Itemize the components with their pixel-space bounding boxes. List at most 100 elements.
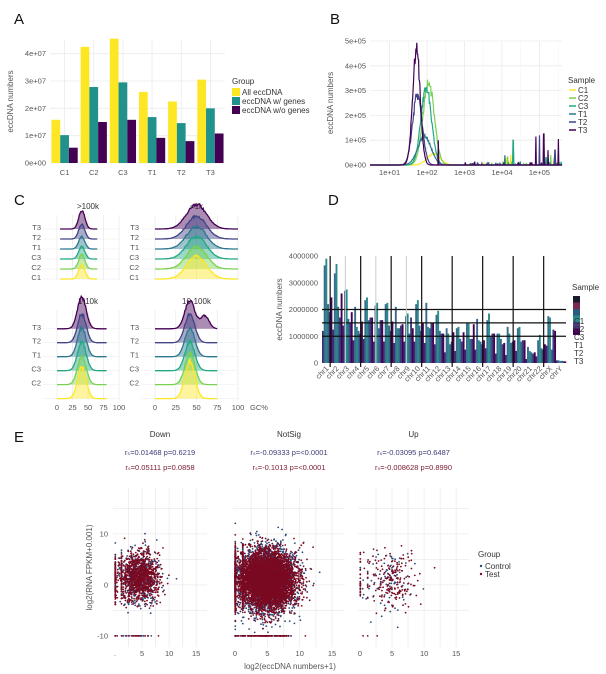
point-control (288, 620, 291, 622)
point-test (143, 571, 146, 574)
legend-key (573, 296, 580, 303)
bar-chr8-T3 (401, 324, 404, 363)
point-control (302, 572, 305, 574)
point-control (264, 615, 267, 618)
ridge-label: C2 (31, 379, 41, 388)
point-control (279, 625, 281, 628)
ridge-line-T3 (57, 294, 107, 330)
ridge-label: C2 (129, 263, 139, 272)
point-control (297, 549, 300, 552)
point-test (139, 566, 142, 569)
point-test (131, 581, 134, 584)
point-control (154, 601, 157, 603)
point-test (129, 573, 131, 576)
point-control (257, 534, 260, 536)
x-tick-label: 15 (328, 649, 336, 658)
point-test (277, 608, 280, 611)
point-test (116, 596, 119, 599)
ridge-label: T3 (32, 223, 41, 232)
point-control (134, 544, 137, 547)
point-test (118, 572, 121, 575)
point-test (166, 582, 169, 585)
point-test (128, 555, 131, 558)
point-test (156, 594, 159, 596)
x-tick-label: 1e+02 (417, 168, 438, 177)
point-test (134, 569, 137, 572)
y-tick-label: 3e+07 (25, 77, 46, 86)
point-control (175, 577, 178, 580)
point-test (133, 593, 136, 596)
point-test (147, 577, 150, 580)
ridge-fill-C2 (57, 354, 107, 385)
point-test (162, 584, 165, 587)
point-test (127, 570, 130, 572)
ridge-fill-C1 (155, 359, 218, 399)
point-control (142, 557, 144, 559)
series-line-T2 (370, 92, 562, 166)
y-tick-label: 0e+00 (25, 159, 46, 168)
point-test (148, 570, 150, 573)
point-test (138, 556, 141, 558)
point-control (312, 582, 315, 585)
point-test (160, 581, 163, 584)
y-tick-label: 1e+07 (25, 131, 46, 140)
bar-chrY-C1 (555, 360, 558, 363)
legend-label: T2 (578, 118, 588, 127)
point-test (120, 590, 123, 593)
panel-label-c: C (14, 192, 25, 209)
bar-chr17-C2 (486, 320, 489, 363)
point-test (114, 603, 117, 606)
y-axis-title: eccDNA numbers (326, 72, 335, 134)
point-control (253, 631, 256, 634)
legend-label: C2 (578, 94, 589, 103)
ridge-label: C3 (31, 253, 41, 262)
point-test (132, 553, 135, 556)
point-test (116, 581, 118, 584)
bar-chr12-T2 (440, 333, 443, 363)
point-control (282, 550, 285, 553)
point-control (138, 603, 140, 605)
point-test (139, 582, 142, 584)
legend-key (573, 302, 580, 309)
ridge-label: T1 (32, 243, 41, 252)
point-test (151, 565, 154, 568)
bar-chr21-C2 (527, 346, 529, 363)
point-test (114, 601, 117, 603)
point-test (133, 597, 136, 600)
x-tick-label: 100 (113, 403, 126, 412)
point-control (158, 566, 161, 568)
point-control (114, 542, 117, 544)
y-tick-label: -10 (97, 631, 108, 640)
y-tick-label: 2000000 (289, 305, 318, 314)
bar-T2-0 (168, 101, 177, 163)
point-control (114, 555, 117, 558)
point-test (120, 555, 123, 558)
ridge-line-C3 (60, 245, 98, 260)
bar-chr10-C2 (415, 304, 418, 363)
point-test (116, 575, 119, 577)
point-test (130, 576, 133, 579)
point-control (161, 572, 164, 575)
point-test (152, 573, 155, 576)
legend-label: C3 (578, 102, 589, 111)
bar-chr14-C3 (457, 326, 460, 363)
point-test (134, 551, 137, 554)
legend-label: eccDNA w/ genes (242, 97, 305, 106)
bar-chr14-T1 (459, 338, 462, 363)
point-test (120, 582, 123, 585)
legend-title: Sample (572, 283, 600, 292)
point-control (241, 616, 244, 619)
point-test (149, 601, 152, 604)
point-test (156, 591, 159, 593)
point-test (114, 588, 117, 590)
point-control (262, 621, 264, 624)
point-control (240, 541, 243, 544)
legend-label: T1 (578, 110, 588, 119)
point-test (114, 596, 117, 599)
point-test (134, 562, 137, 565)
x-tick-label: 75 (213, 403, 221, 412)
y-tick-label: 2e+07 (25, 104, 46, 113)
point-test (131, 558, 134, 561)
legend-label: T1 (574, 341, 584, 350)
point-test (160, 576, 163, 579)
